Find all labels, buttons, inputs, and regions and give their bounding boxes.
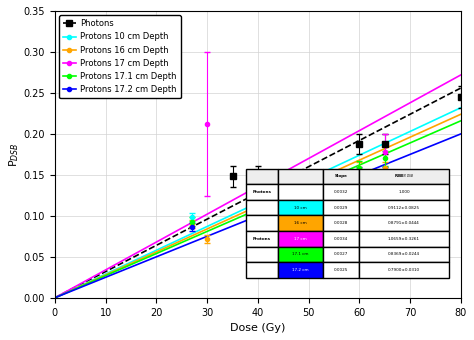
Y-axis label: P$_{DSB}$: P$_{DSB}$ xyxy=(7,142,21,167)
X-axis label: Dose (Gy): Dose (Gy) xyxy=(230,323,286,333)
Legend: Photons, Protons 10 cm Depth, Protons 16 cm Depth, Protons 17 cm Depth, Protons : Photons, Protons 10 cm Depth, Protons 16… xyxy=(59,15,181,98)
